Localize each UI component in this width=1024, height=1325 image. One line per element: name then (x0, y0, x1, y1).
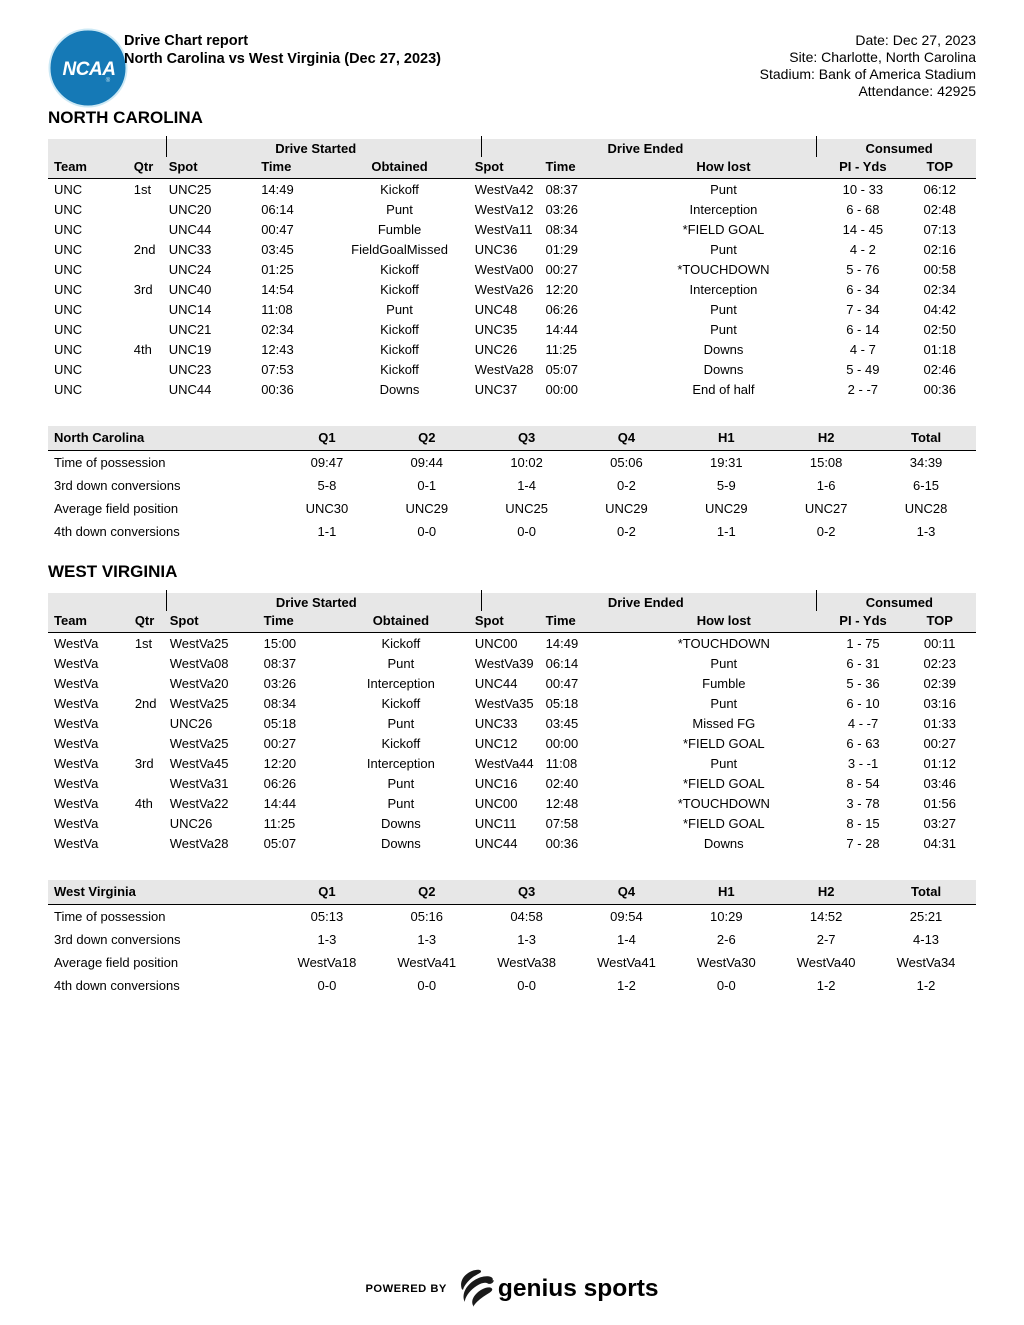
svg-text:NCAA: NCAA (63, 59, 116, 80)
svg-text:®: ® (106, 77, 111, 84)
